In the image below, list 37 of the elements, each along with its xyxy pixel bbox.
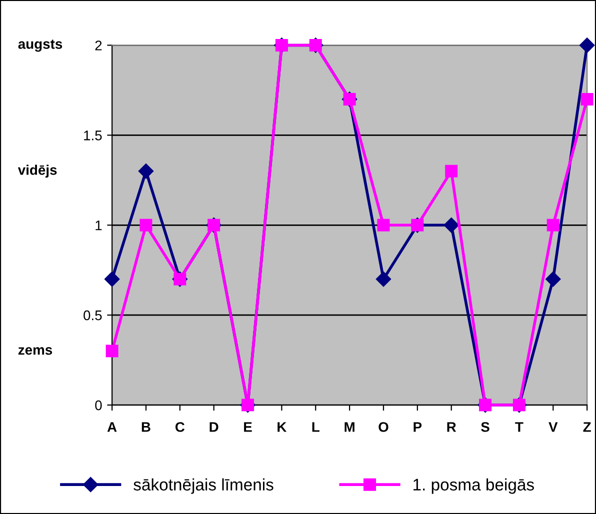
point: [546, 218, 560, 232]
x-tick-label: P: [414, 422, 422, 432]
x-tick-label: R: [447, 422, 456, 432]
x-tick-label: L: [312, 422, 320, 432]
point: [106, 344, 118, 358]
x-tick-label: A: [107, 422, 117, 432]
x-tick-label: S: [481, 422, 490, 432]
text: vidējs: [18, 164, 57, 178]
x-tick-label: M: [344, 422, 354, 432]
x-tick-label: V: [548, 422, 558, 432]
point: [445, 164, 458, 178]
x-tick-label: B: [142, 422, 150, 432]
point: [580, 92, 594, 106]
y-tick-label: 1.5: [84, 130, 102, 140]
point: [140, 218, 152, 232]
x-tick-label: C: [175, 422, 185, 432]
point: [376, 272, 392, 287]
point: [377, 218, 390, 232]
x-tick-label: Z: [583, 422, 591, 432]
x-tick-label: E: [244, 422, 252, 432]
text: zems: [18, 347, 52, 355]
y-tick-label: 1: [96, 220, 102, 230]
x-tick-label: D: [210, 422, 218, 432]
legend-label: sākotnējais līmenis: [134, 478, 274, 494]
legend-label: 1. posma beigās: [414, 478, 534, 494]
point: [104, 272, 120, 287]
point: [444, 218, 459, 233]
x-tick-label: O: [378, 422, 388, 432]
y-tick-label: 0: [95, 400, 102, 410]
y-tick-label: 2: [95, 40, 102, 50]
y-tick-label: 0.5: [84, 310, 102, 320]
x-tick-label: T: [515, 422, 524, 432]
text: augsts: [18, 40, 62, 52]
point: [579, 38, 595, 53]
point: [546, 272, 561, 287]
x-tick-label: K: [278, 422, 287, 432]
point: [138, 164, 154, 179]
